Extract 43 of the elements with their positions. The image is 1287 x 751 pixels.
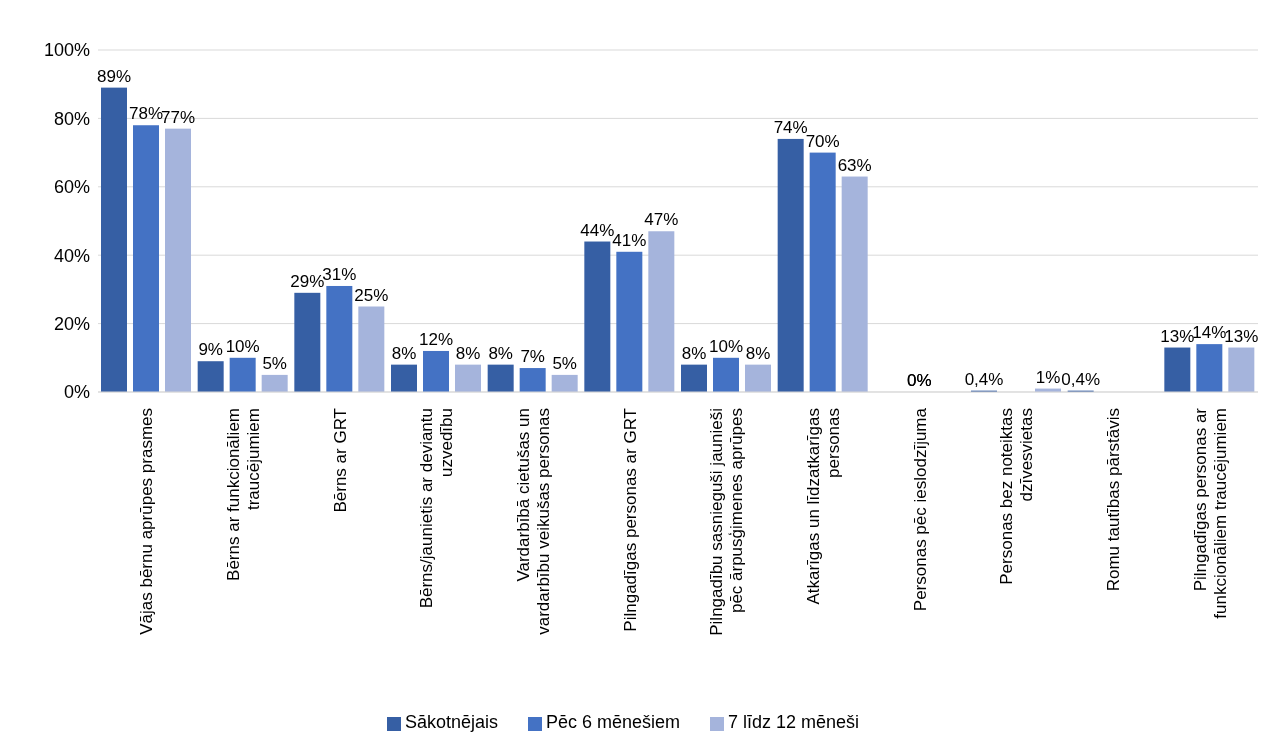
y-tick-label: 0% xyxy=(63,382,90,403)
data-label: 5% xyxy=(262,353,287,373)
x-tick-label: Bērns ar funkcionāliem traucējumiem xyxy=(224,408,263,581)
x-tick-label: Pilngadīgas personas ar GRT xyxy=(620,408,640,632)
y-tick-label: 80% xyxy=(53,108,90,129)
data-label: 8% xyxy=(455,343,481,363)
data-label: 8% xyxy=(488,343,513,363)
data-label: 13% xyxy=(1224,326,1259,346)
data-label: 13% xyxy=(1160,326,1195,346)
data-label: 8% xyxy=(681,343,707,363)
data-label: 89% xyxy=(96,66,132,86)
data-label: 9% xyxy=(198,340,223,360)
legend-label: Sākotnējais xyxy=(404,712,498,732)
x-tick-label: Personas pēc ieslodzījuma xyxy=(910,407,930,612)
data-label: 0,4% xyxy=(1061,369,1101,389)
data-label: 1% xyxy=(1035,367,1061,387)
x-tick-label: Bērns/jaunietis ar deviantu uzvedību xyxy=(417,408,457,609)
y-tick-label: 20% xyxy=(53,313,90,334)
legend-label: Pēc 6 mēnešiem xyxy=(545,712,681,732)
x-tick-label: Personas bez noteiktas dzīvesvietas xyxy=(997,408,1037,585)
y-tick-label: 60% xyxy=(53,177,90,198)
data-label: 0,4% xyxy=(964,369,1004,389)
x-tick-label: Atkarīgas un līdzatkarīgas personas xyxy=(804,408,843,605)
data-label: 8% xyxy=(391,343,417,363)
data-label: 63% xyxy=(837,155,872,175)
data-label: 44% xyxy=(580,220,615,240)
x-tick-label: Romu tautības pārstāvis xyxy=(1104,408,1123,592)
data-label: 47% xyxy=(644,210,679,230)
legend-label: 7 līdz 12 mēneši xyxy=(728,712,860,732)
data-label: 8% xyxy=(745,343,771,363)
x-tick-label: Vājas bērnu aprūpes prasmes xyxy=(137,408,157,635)
x-tick-label: Bērns ar GRT xyxy=(330,408,350,513)
data-label: 5% xyxy=(552,353,577,373)
data-label: 25% xyxy=(354,285,389,305)
data-label: 29% xyxy=(290,271,325,291)
data-label: 12% xyxy=(418,329,454,349)
data-label: 78% xyxy=(128,104,164,124)
data-label: 10% xyxy=(708,336,744,356)
data-label: 7% xyxy=(520,347,545,367)
data-label: 10% xyxy=(225,336,260,356)
y-tick-label: 100% xyxy=(43,40,90,61)
y-tick-label: 40% xyxy=(53,245,90,266)
data-label: 0% xyxy=(907,371,932,390)
